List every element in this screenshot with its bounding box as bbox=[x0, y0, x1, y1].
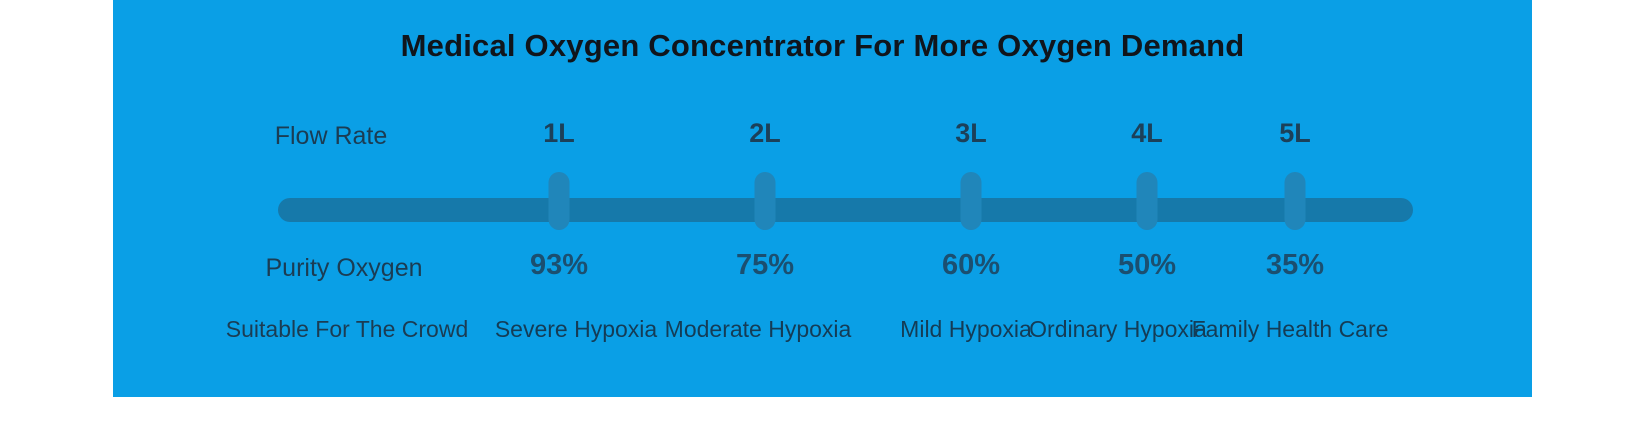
purity-value-2l: 75% bbox=[735, 249, 795, 281]
purity-value-4l: 50% bbox=[1117, 249, 1177, 281]
flow-value-2l: 2L bbox=[749, 118, 781, 148]
crowd-value-1l: Severe Hypoxia bbox=[494, 316, 658, 342]
banner-title: Medical Oxygen Concentrator For More Oxy… bbox=[400, 28, 1245, 63]
crowd-value-2l: Moderate Hypoxia bbox=[664, 316, 852, 342]
flow-slider-track[interactable] bbox=[278, 198, 1413, 222]
oxygen-concentrator-banner: Medical Oxygen Concentrator For More Oxy… bbox=[113, 0, 1532, 397]
flow-slider-handle-1l[interactable] bbox=[548, 172, 570, 230]
flow-value-3l: 3L bbox=[955, 118, 987, 148]
crowd-value-3l: Mild Hypoxia bbox=[900, 316, 1032, 342]
purity-value-1l: 93% bbox=[529, 249, 589, 281]
flow-slider-handle-2l[interactable] bbox=[754, 172, 776, 230]
flow-slider-handle-3l[interactable] bbox=[960, 172, 982, 230]
crowd-value-4l: Ordinary Hypoxia bbox=[1029, 316, 1207, 342]
flow-slider-handle-5l[interactable] bbox=[1284, 172, 1306, 230]
flow-value-5l: 5L bbox=[1279, 118, 1311, 148]
purity-row-label: Purity Oxygen bbox=[265, 254, 423, 282]
purity-value-3l: 60% bbox=[941, 249, 1001, 281]
flow-rate-row-label: Flow Rate bbox=[274, 122, 388, 150]
flow-slider-handle-4l[interactable] bbox=[1136, 172, 1158, 230]
flow-value-1l: 1L bbox=[543, 118, 575, 148]
crowd-row-label: Suitable For The Crowd bbox=[225, 316, 469, 342]
crowd-value-5l: Family Health Care bbox=[1191, 316, 1389, 342]
flow-value-4l: 4L bbox=[1131, 118, 1163, 148]
purity-value-5l: 35% bbox=[1265, 249, 1325, 281]
